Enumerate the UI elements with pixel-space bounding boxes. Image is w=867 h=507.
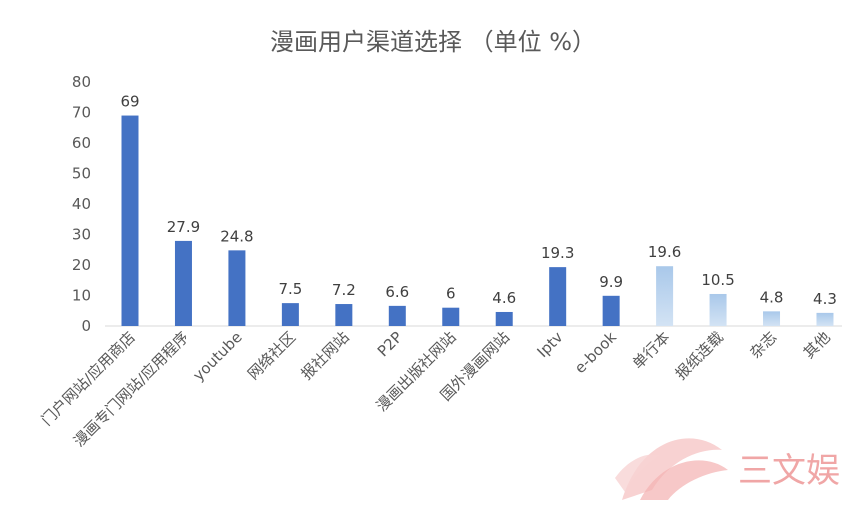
y-axis: 0 10 20 30 40 50 60 70 80 — [72, 73, 91, 335]
data-label: 7.5 — [278, 280, 302, 298]
bar — [281, 303, 299, 326]
bar — [549, 267, 567, 326]
category-label: 网络社区 — [244, 328, 299, 383]
chart-title: 漫画用户渠道选择 （单位 %） — [270, 28, 596, 56]
y-tick-label: 0 — [81, 317, 91, 335]
y-tick-label: 10 — [72, 287, 91, 305]
category-label: 其他 — [800, 328, 834, 362]
category-label: 报纸连载 — [672, 328, 727, 383]
watermark: 三文娱 — [615, 438, 840, 500]
bar — [495, 311, 513, 326]
category-label: Iptv — [533, 328, 566, 361]
data-label: 4.3 — [813, 290, 837, 308]
bar — [335, 304, 353, 326]
y-tick-label: 80 — [72, 73, 91, 91]
bar — [442, 307, 460, 326]
bar — [228, 250, 246, 326]
category-label: 单行本 — [629, 328, 674, 373]
category-label: 门户网站/应用商店 — [38, 328, 139, 429]
bar — [816, 312, 834, 326]
bar — [121, 115, 139, 326]
data-labels: 69 27.9 24.8 7.5 7.2 6.6 6 4.6 19.3 9.9 19.6 10.5 4.… — [120, 93, 836, 308]
data-label: 4.8 — [760, 288, 784, 306]
watermark-logo-icon — [615, 438, 728, 500]
category-label: 杂志 — [746, 328, 780, 362]
data-label: 6.6 — [385, 283, 409, 301]
y-tick-label: 50 — [72, 165, 91, 183]
bar — [174, 240, 192, 326]
data-label: 9.9 — [599, 273, 623, 291]
y-tick-label: 20 — [72, 256, 91, 274]
bars — [121, 115, 834, 326]
data-label: 10.5 — [701, 271, 734, 289]
y-tick-label: 40 — [72, 195, 91, 213]
watermark-text: 三文娱 — [738, 451, 840, 491]
bar — [763, 311, 781, 326]
category-label: P2P — [374, 328, 406, 360]
category-label: e-book — [571, 328, 620, 377]
y-tick-label: 30 — [72, 226, 91, 244]
y-tick-label: 70 — [72, 104, 91, 122]
bar — [656, 266, 674, 326]
data-label: 24.8 — [220, 227, 253, 245]
category-label: 报社网站 — [298, 328, 353, 383]
data-label: 69 — [120, 93, 139, 111]
bar — [602, 295, 620, 326]
data-label: 7.2 — [332, 281, 356, 299]
category-label: youtube — [189, 328, 245, 384]
bar — [388, 305, 406, 326]
data-label: 4.6 — [492, 289, 516, 307]
data-label: 19.3 — [541, 244, 574, 262]
data-label: 19.6 — [648, 243, 681, 261]
y-tick-label: 60 — [72, 134, 91, 152]
data-label: 27.9 — [167, 218, 200, 236]
bar — [709, 293, 727, 326]
data-label: 6 — [446, 285, 456, 303]
